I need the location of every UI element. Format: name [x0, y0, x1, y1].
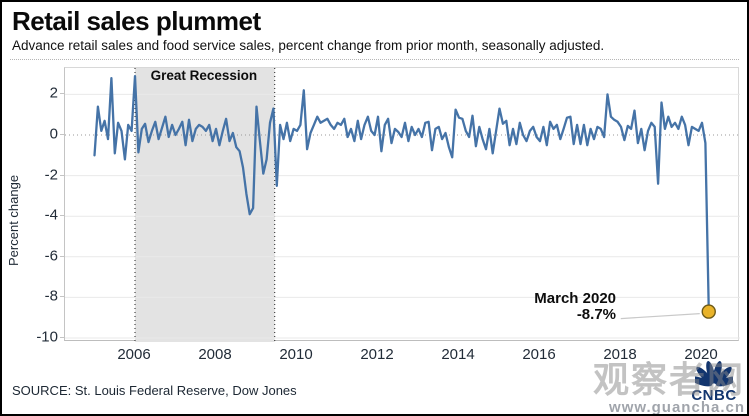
- y-tick-label: -10: [36, 328, 58, 346]
- y-tick-label: -8: [44, 287, 58, 305]
- y-tick-label: 0: [49, 125, 58, 143]
- x-tick-label: 2012: [360, 346, 394, 363]
- annotation-value: -8.7%: [576, 306, 616, 323]
- x-tick-label: 2018: [603, 346, 637, 363]
- cnbc-peacock-icon: [689, 361, 739, 387]
- y-tick-mark: [60, 255, 64, 257]
- y-tick-mark: [60, 174, 64, 176]
- y-tick-label: -6: [44, 247, 58, 265]
- source-credit: SOURCE: St. Louis Federal Reserve, Dow J…: [12, 383, 297, 398]
- y-tick-mark: [60, 215, 64, 217]
- y-tick-mark: [60, 93, 64, 95]
- chart-subtitle: Advance retail sales and food service sa…: [12, 38, 605, 53]
- y-tick-label: -2: [44, 166, 58, 184]
- y-tick-mark: [60, 134, 64, 135]
- cnbc-wordmark: CNBC: [691, 387, 737, 404]
- x-tick-label: 2006: [117, 346, 151, 363]
- y-tick-label: 2: [49, 84, 58, 102]
- recession-band-label: Great Recession: [150, 68, 258, 83]
- header-divider: [10, 59, 739, 60]
- page-title: Retail sales plummet: [12, 6, 261, 36]
- x-tick-label: 2010: [279, 346, 313, 363]
- annotation-date: March 2020: [534, 290, 616, 307]
- cnbc-logo: CNBC: [685, 359, 743, 411]
- x-tick-label: 2014: [441, 346, 475, 363]
- y-tick-label: -4: [44, 206, 58, 224]
- y-tick-mark: [60, 337, 64, 338]
- x-tick-label: 2008: [198, 346, 232, 363]
- y-tick-mark: [60, 296, 64, 298]
- plot-area: [64, 67, 740, 342]
- x-tick-label: 2020: [684, 346, 718, 363]
- x-tick-label: 2016: [522, 346, 556, 363]
- retail-sales-line-chart: [65, 68, 740, 342]
- last-point-annotation: March 2020 -8.7%: [534, 291, 616, 323]
